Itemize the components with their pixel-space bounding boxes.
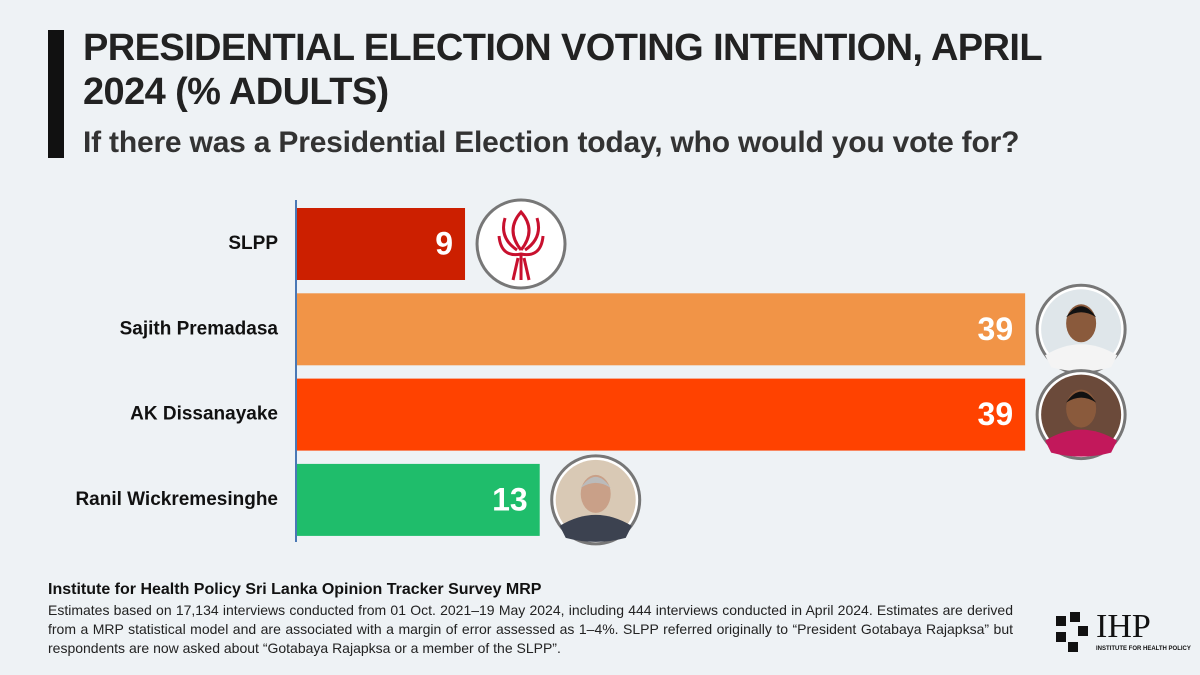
category-label: AK Dissanayake xyxy=(130,404,278,425)
bar xyxy=(297,463,540,536)
logo-name: IHP xyxy=(1096,608,1151,645)
category-label: Sajith Premadasa xyxy=(120,318,279,339)
category-label: SLPP xyxy=(228,233,278,254)
portrait-body xyxy=(1045,344,1118,372)
logo-tagline: INSTITUTE FOR HEALTH POLICY xyxy=(1096,646,1191,652)
bar xyxy=(297,378,1026,451)
lotus-icon xyxy=(497,209,545,281)
value-label: 39 xyxy=(978,311,1014,347)
candidate-icon xyxy=(1035,369,1127,461)
value-label: 13 xyxy=(492,481,528,517)
icon-frame xyxy=(475,198,567,290)
portrait-head xyxy=(1066,389,1097,428)
portrait-head xyxy=(1066,304,1097,343)
candidate-icon xyxy=(475,198,567,290)
notes: Estimates based on 17,134 interviews con… xyxy=(48,602,1013,656)
portrait-hair xyxy=(1066,306,1097,318)
portrait-hair xyxy=(580,476,611,488)
logo: IHP INSTITUTE FOR HEALTH POLICY xyxy=(1052,608,1191,658)
portrait-hair xyxy=(1066,391,1097,403)
portrait-body xyxy=(1045,429,1118,457)
chart-subtitle: If there was a Presidential Election tod… xyxy=(83,126,1020,159)
logo-mark xyxy=(1056,612,1088,652)
value-label: 39 xyxy=(978,396,1014,432)
chart-title: PRESIDENTIAL ELECTION VOTING INTENTION, … xyxy=(83,27,1042,113)
source: Institute for Health Policy Sri Lanka Op… xyxy=(48,581,542,598)
candidate-icon xyxy=(550,454,642,546)
portrait-body xyxy=(559,514,632,542)
bar xyxy=(297,208,466,280)
bar xyxy=(297,293,1026,366)
value-label: 9 xyxy=(435,225,453,261)
portrait-head xyxy=(580,474,611,513)
candidate-icon xyxy=(1035,283,1127,375)
title-accent xyxy=(48,30,64,158)
category-label: Ranil Wickremesinghe xyxy=(75,489,278,510)
